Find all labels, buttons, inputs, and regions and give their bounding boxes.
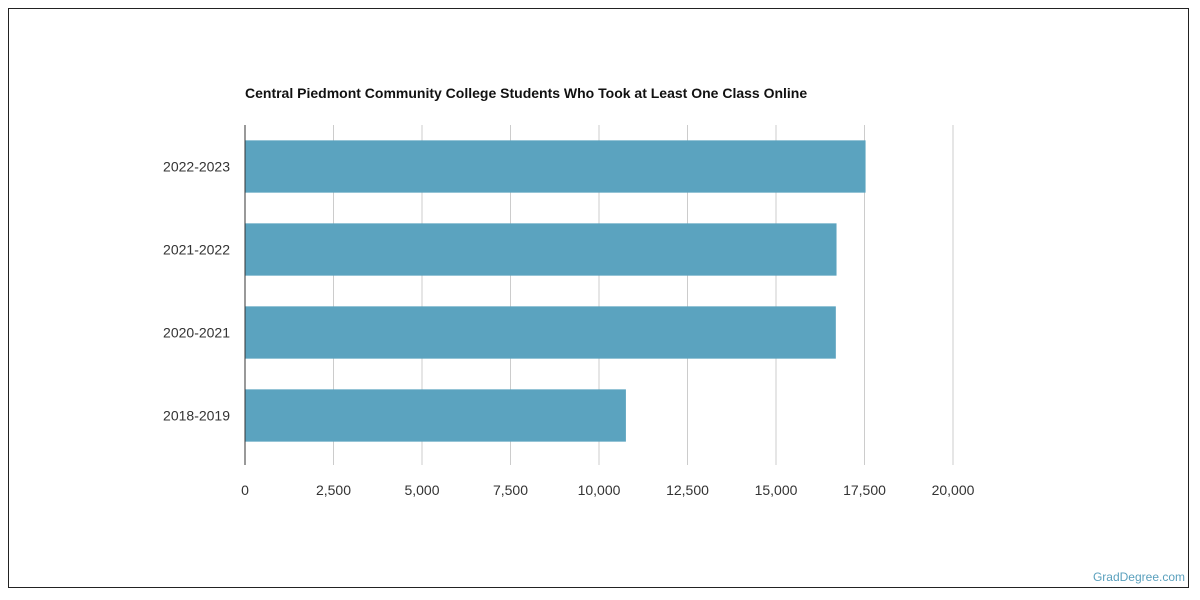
bar-2020-2021 [245,306,836,359]
x-tick-label: 7,500 [493,482,528,498]
bar-2022-2023 [245,140,866,193]
x-tick-label: 0 [241,482,249,498]
bar-2021-2022 [245,223,837,276]
x-tick-label: 10,000 [578,482,621,498]
x-tick-label: 12,500 [666,482,709,498]
tick-labels: 0 2,500 5,000 7,500 10,000 12,500 15,000 17,500… [163,159,975,499]
y-tick-label: 2020-2021 [163,325,230,341]
bars [245,140,866,442]
y-tick-label: 2021-2022 [163,242,230,258]
chart-title: Central Piedmont Community College Stude… [245,85,808,101]
x-tick-label: 2,500 [316,482,351,498]
watermark-text: GradDegree.com [1092,570,1185,584]
y-tick-label: 2018-2019 [163,408,230,424]
y-tick-label: 2022-2023 [163,159,230,175]
x-tick-label: 20,000 [932,482,975,498]
x-tick-label: 5,000 [404,482,439,498]
bar-2018-2019 [245,389,626,442]
x-tick-label: 15,000 [755,482,798,498]
x-tick-label: 17,500 [843,482,886,498]
